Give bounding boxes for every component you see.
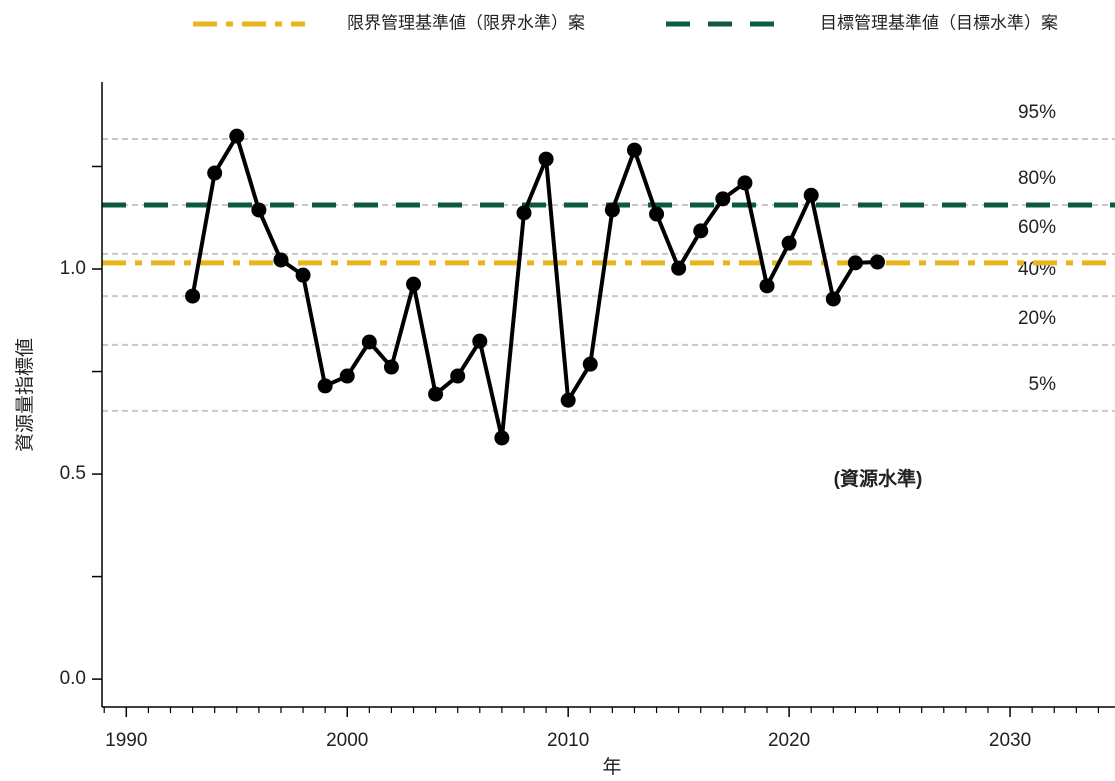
data-point <box>847 255 863 271</box>
data-line <box>190 134 878 440</box>
data-point <box>626 142 642 158</box>
data-point <box>781 235 797 251</box>
x-tick-label: 2020 <box>768 730 810 751</box>
data-point <box>428 386 444 402</box>
data-point <box>450 368 466 384</box>
data-point <box>582 356 598 372</box>
percentile-label: 95% <box>1018 102 1056 123</box>
data-point <box>825 291 841 307</box>
percentile-label: 20% <box>1018 308 1056 329</box>
legend-label: 目標管理基準値（目標水準）案 <box>820 13 1058 32</box>
y-tick-label: 0.0 <box>60 668 86 689</box>
data-point <box>671 260 687 276</box>
x-axis-label: 年 <box>602 756 621 778</box>
data-point <box>494 430 510 446</box>
x-tick-label: 2030 <box>989 730 1031 751</box>
legend-label: 限界管理基準値（限界水準）案 <box>347 13 585 32</box>
data-point <box>693 223 709 239</box>
x-tick-label: 1990 <box>105 730 147 751</box>
x-tick-label: 2000 <box>326 730 368 751</box>
percentile-label: 60% <box>1018 217 1056 238</box>
annotation: (資源水準) <box>834 467 923 490</box>
data-point <box>317 378 333 394</box>
y-tick-label: 1.0 <box>60 258 86 279</box>
data-point <box>361 334 377 350</box>
x-tick-label: 2010 <box>547 730 589 751</box>
data-point <box>185 288 201 304</box>
data-point <box>406 276 422 292</box>
data-point <box>295 267 311 283</box>
data-point <box>560 392 576 408</box>
data-point <box>229 128 245 144</box>
data-point <box>339 368 355 384</box>
data-point <box>207 165 223 181</box>
data-point <box>604 202 620 218</box>
y-axis-label: 資源量指標値 <box>14 338 36 452</box>
data-point <box>472 333 488 349</box>
y-tick-label: 0.5 <box>60 463 86 484</box>
data-point <box>715 191 731 207</box>
data-point <box>538 151 554 167</box>
data-point <box>516 205 532 221</box>
data-point <box>251 202 267 218</box>
percentile-label: 5% <box>1029 374 1057 395</box>
data-point <box>759 278 775 294</box>
data-point <box>273 252 289 268</box>
data-point <box>649 206 665 222</box>
data-point <box>803 187 819 203</box>
percentile-label: 80% <box>1018 168 1056 189</box>
data-point <box>869 254 885 270</box>
data-point <box>383 359 399 375</box>
data-point <box>737 175 753 191</box>
